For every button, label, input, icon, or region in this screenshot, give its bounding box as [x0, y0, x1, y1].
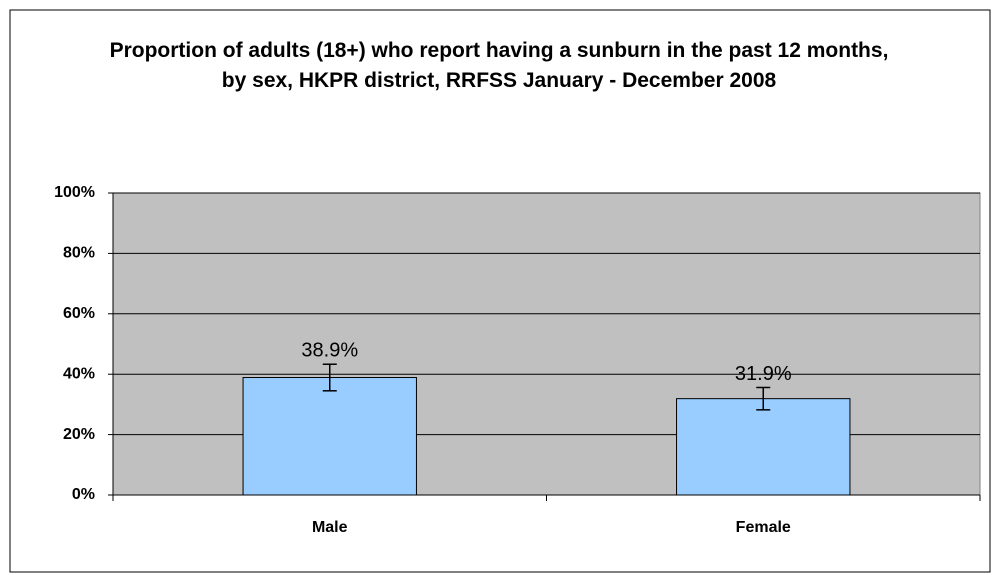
y-tick-label: 0%: [72, 486, 95, 503]
chart-title: Proportion of adults (18+) who report ha…: [109, 39, 889, 92]
bar: [242, 377, 417, 496]
value-label: 31.9%: [735, 363, 792, 385]
y-tick-label: 60%: [63, 305, 95, 322]
y-tick-label: 40%: [63, 365, 95, 382]
bar: [676, 398, 851, 496]
y-tick-label: 100%: [54, 184, 95, 201]
y-tick-label: 80%: [63, 245, 95, 262]
y-tick-label: 20%: [63, 426, 95, 443]
x-tick-label: Male: [312, 519, 348, 536]
value-label: 38.9%: [301, 340, 358, 362]
x-tick-label: Female: [736, 519, 791, 536]
